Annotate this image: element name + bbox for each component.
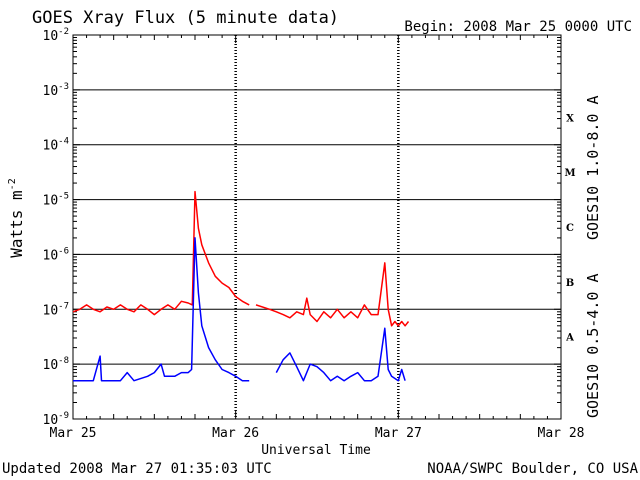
y-tick-label-exp: -7 [58,301,69,311]
y-tick-label-base: 10 [43,248,59,263]
flare-class-label: X [566,113,574,124]
y-tick-label-base: 10 [43,358,59,373]
x-tick-label: Mar 26 [212,426,259,441]
updated-timestamp: Updated 2008 Mar 27 01:35:03 UTC [2,461,272,477]
series-line-long [72,190,410,327]
y-tick-label-base: 10 [43,303,59,318]
y-tick-label-base: 10 [43,194,59,209]
y-tick-label: 10-9 [43,411,70,428]
y-tick-label-base: 10 [43,139,59,154]
y-tick-label: 10-8 [43,356,70,373]
y-axis-title: Watts m-2 [7,178,26,257]
y-tick-label: 10-3 [43,82,70,99]
y-tick-label-exp: -9 [58,411,69,421]
flare-class-label: B [566,278,574,289]
y-tick-label-exp: -2 [58,27,69,37]
y-tick-label-exp: -6 [58,246,69,256]
x-tick-label: Mar 27 [375,426,422,441]
begin-label: Begin: 2008 Mar 25 0000 UTC [404,19,632,35]
y-tick-label: 10-7 [43,301,70,318]
series-label-short: GOES10 0.5-4.0 A [584,274,602,419]
x-tick-label: Mar 28 [538,426,585,441]
flare-class-label: M [564,168,575,179]
y-tick-label-base: 10 [43,413,59,428]
x-tick-label: Mar 25 [50,426,97,441]
y-tick-label-exp: -5 [58,192,69,202]
y-tick-label-base: 10 [43,29,59,44]
y-tick-label: 10-5 [43,192,70,209]
plot-frame [72,34,562,420]
y-tick-label: 10-6 [43,246,70,263]
series-label-long: GOES10 1.0-8.0 A [584,96,602,241]
y-tick-label: 10-2 [43,27,70,44]
y-tick-label-base: 10 [43,84,59,99]
y-tick-label-exp: -3 [58,82,69,92]
x-axis-title: Universal Time [261,443,371,458]
y-tick-label-exp: -8 [58,356,69,366]
chart-title: GOES Xray Flux (5 minute data) [32,8,339,28]
flare-class-label: A [565,333,574,344]
svg-text:Watts m-2: Watts m-2 [7,178,26,257]
y-axis-title-text: Watts m [7,190,26,257]
y-tick-label-exp: -4 [58,137,69,147]
y-axis-title-sup: -2 [7,178,18,190]
flare-class-label: C [566,223,574,234]
credit-label: NOAA/SWPC Boulder, CO USA [427,461,638,477]
y-tick-label: 10-4 [43,137,70,154]
series-line-short [73,237,406,382]
